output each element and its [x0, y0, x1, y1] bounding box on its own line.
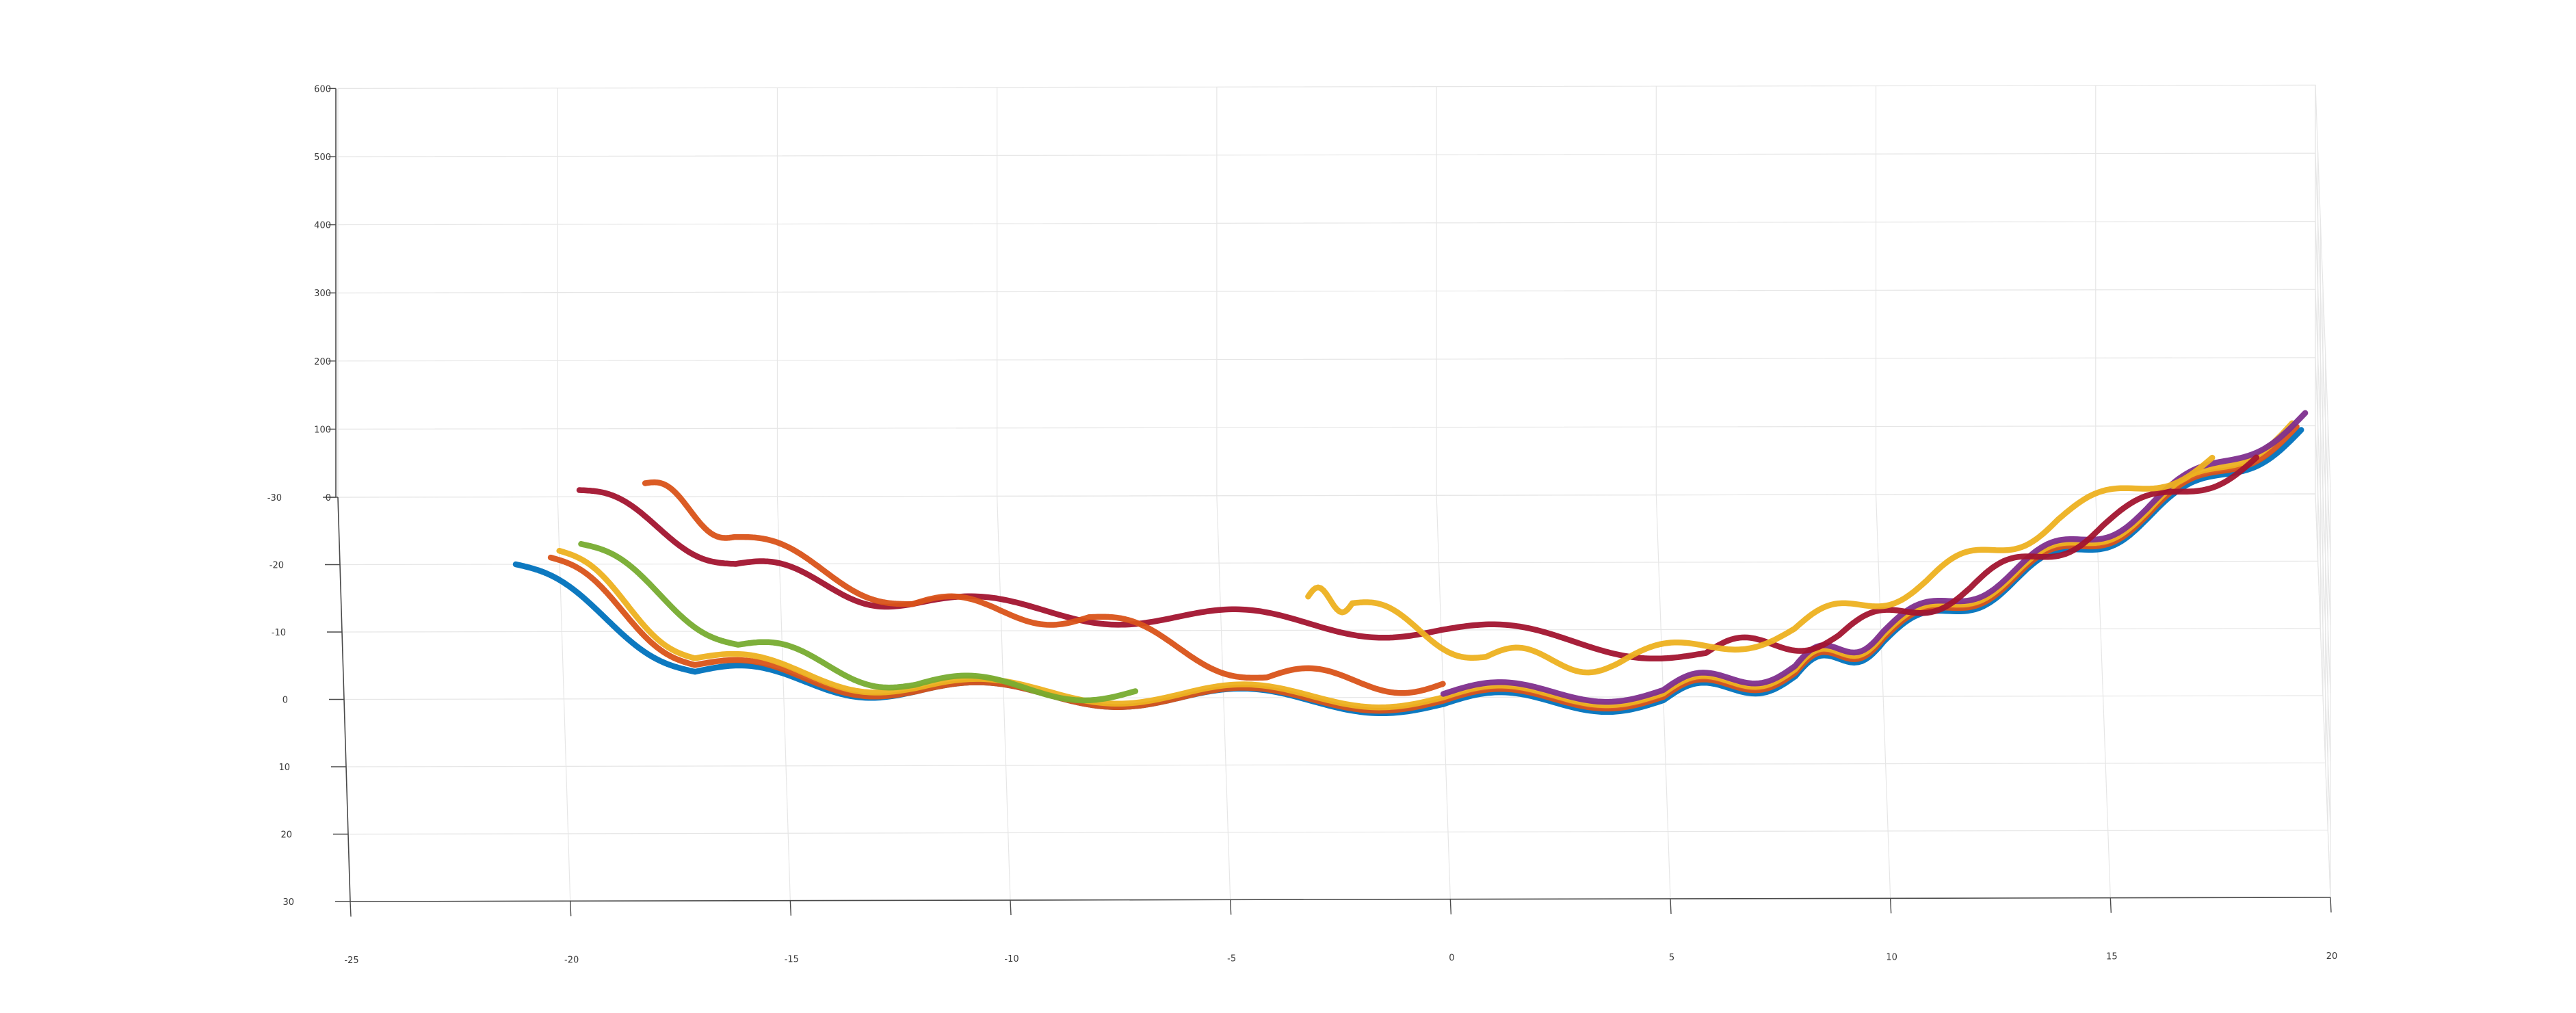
wall-gridline-z [337, 493, 2331, 898]
z-tick-label: 400 [314, 221, 331, 231]
x-tick-label: 0 [1449, 953, 1454, 964]
z-tick-label: 200 [314, 357, 331, 367]
axes-layer [323, 88, 2332, 917]
wall-gridline-z [337, 289, 2331, 694]
x-tick-label: 20 [2326, 951, 2338, 962]
z-tick-label: 500 [314, 153, 331, 163]
x-tick [350, 901, 352, 917]
x-tick [789, 900, 792, 916]
wall-gridline-z [337, 357, 2331, 761]
x-tick [1449, 899, 1452, 915]
x-tick-label: -25 [344, 956, 358, 966]
y-tick-label: -20 [270, 561, 284, 571]
floor-gridline-y [347, 830, 2328, 835]
z-tick-label: 100 [314, 425, 331, 435]
y-tick-label: 10 [278, 763, 290, 773]
x-tick [1670, 898, 1672, 915]
y-tick-label: 30 [282, 897, 294, 908]
floor-gridline-y [343, 695, 2324, 700]
series-line-2 [547, 423, 2300, 714]
y-tick-label: -10 [272, 628, 286, 638]
x-tick-label: -20 [564, 955, 579, 965]
y-tick-label: 20 [280, 830, 292, 841]
series-line-5 [578, 541, 1139, 704]
z-tick-label: 600 [314, 84, 331, 94]
series-line-7 [642, 479, 1446, 696]
y-tick-label: -30 [267, 493, 282, 503]
floor-gridline-y [345, 762, 2326, 767]
series-line-4 [1440, 410, 2309, 705]
wall-gridline-z [337, 153, 2331, 557]
grid-layer [337, 84, 2331, 902]
floor-gridline-y [339, 560, 2318, 566]
wall-gridline-z [337, 220, 2331, 625]
x-axis-line [350, 897, 2331, 902]
x-tick [1010, 899, 1012, 916]
x-tick [2110, 897, 2112, 913]
x-tick-label: -5 [1227, 953, 1236, 964]
x-tick-label: 10 [1886, 952, 1897, 962]
series-line-8 [1305, 454, 2216, 676]
x-tick-label: 15 [2106, 952, 2118, 962]
x-tick [569, 901, 572, 917]
x-tick [2330, 897, 2332, 913]
x-tick-label: -15 [785, 955, 799, 965]
wall-gridline-z [337, 425, 2331, 830]
wall-gridline-z [337, 84, 2331, 489]
y-tick-label: 0 [282, 696, 288, 706]
x-tick-label: 5 [1669, 953, 1674, 963]
series-line-6 [576, 454, 2260, 662]
z-tick-label: 300 [314, 289, 331, 299]
series-layer [512, 410, 2309, 717]
labels-layer: -25 -20 -15 -10 -5 0 5 10 15 20-30-20-10010203001… [267, 84, 2338, 966]
x-tick-label: -10 [1004, 954, 1018, 964]
z-tick-label: 0 [326, 493, 331, 503]
